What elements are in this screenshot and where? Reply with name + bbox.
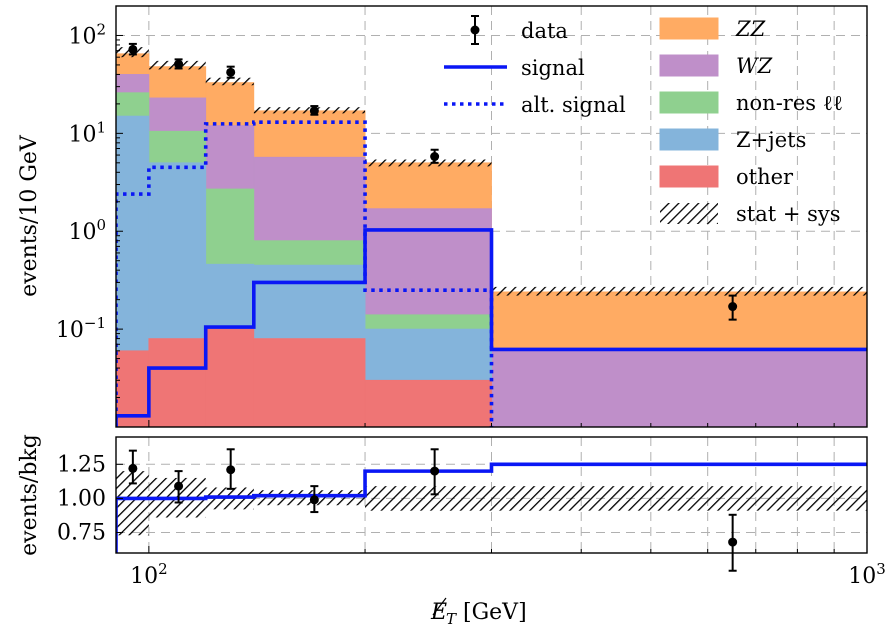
legend-data-marker (470, 25, 480, 35)
legend-label-signal: signal (521, 56, 585, 80)
legend-label-ZZ: ZZ (735, 17, 766, 41)
main-y-axis-label: events/10 GeV (17, 134, 42, 297)
x-tick-label: 102 (130, 560, 168, 589)
signal-line (116, 228, 867, 427)
ratio-data-point (728, 537, 738, 547)
legend-swatch-other (659, 165, 719, 188)
ratio-y-axis-label: events/bkg (17, 434, 42, 556)
data-point (309, 106, 319, 116)
stack-bar-other (148, 338, 207, 427)
legend-swatch-ZZ (659, 17, 719, 40)
legend-entry-nonres: non-res ℓℓ (659, 91, 843, 115)
legend-label-nonres: non-res ℓℓ (736, 91, 843, 115)
legend-swatch-zjets (659, 128, 719, 151)
x-axis-label: E T [GeV] (430, 597, 527, 628)
ratio-y-tick-label: 1.25 (57, 452, 106, 477)
legend-statsys-swatch (660, 203, 718, 224)
stat-sys-band-bin (365, 159, 492, 167)
main-y-tick-label: 100 (68, 216, 106, 245)
legend-entry-signal: signal (444, 56, 585, 80)
ratio-data-point (174, 481, 184, 491)
legend-swatch-nonres (659, 91, 719, 114)
legend-label-other: other (736, 165, 794, 189)
main-y-tick-label: 10−1 (56, 314, 106, 343)
ratio-band-bin (491, 486, 867, 511)
stat-sys-band-bin (205, 77, 254, 86)
data-point (226, 67, 236, 77)
ratio-data-points (128, 448, 738, 572)
main-axes: 102 101 100 10−1 (56, 5, 868, 428)
x-axis-label-sub: T (446, 610, 457, 628)
legend-entry-alt_signal: alt. signal (444, 93, 626, 117)
ratio-panel: 102 103 1.25 1.00 0.75 (57, 436, 886, 589)
data-point (430, 152, 440, 162)
ratio-band-bin (253, 490, 366, 506)
ratio-band-bin (365, 486, 492, 511)
signal-lines (116, 120, 867, 427)
main-stack (116, 53, 867, 427)
ratio-band (116, 471, 867, 536)
ratio-data-point (430, 466, 440, 476)
stack-bar-other (364, 379, 492, 427)
stat-sys-band-bin (253, 107, 366, 114)
main-y-tick-label: 102 (68, 20, 106, 49)
stat-sys-band-bin (491, 286, 867, 296)
data-point (128, 44, 138, 54)
ratio-y-tick-label: 1.00 (57, 486, 106, 511)
main-panel: data signal alt. signal ZZ WZ non-res ℓℓ Z+jet… (56, 5, 868, 428)
ratio-data-point (309, 495, 319, 505)
legend: data signal alt. signal ZZ WZ non-res ℓℓ Z+jet… (444, 15, 843, 226)
ratio-data-point (128, 463, 138, 473)
legend-entry-zjets: Z+jets (659, 128, 806, 152)
stack-bar-other (205, 328, 255, 427)
ratio-signal-line (116, 462, 867, 553)
legend-entry-other: other (659, 165, 794, 189)
legend-entry-statsys: stat + sys (660, 202, 841, 226)
legend-swatch-WZ (659, 54, 719, 77)
legend-entry-WZ: WZ (659, 54, 773, 78)
legend-label-WZ: WZ (736, 54, 773, 78)
data-point (728, 302, 738, 312)
legend-label-data: data (521, 19, 568, 43)
legend-entry-ZZ: ZZ (659, 17, 766, 41)
x-axis-label-unit: [GeV] (463, 600, 527, 625)
legend-label-statsys: stat + sys (736, 202, 841, 226)
data-point (174, 59, 184, 69)
ratio-axes: 102 103 1.25 1.00 0.75 (57, 452, 886, 589)
ratio-data-point (226, 465, 236, 475)
ratio-y-tick-label: 0.75 (57, 521, 106, 546)
data-points (128, 42, 738, 321)
stack-bar-wz (491, 349, 867, 427)
legend-label-zjets: Z+jets (736, 128, 806, 152)
main-y-tick-label: 101 (68, 118, 106, 147)
x-tick-label: 103 (848, 560, 886, 589)
legend-label-alt_signal: alt. signal (521, 93, 626, 117)
legend-entry-data: data (470, 15, 568, 45)
stack-bar-other (253, 338, 366, 427)
ratio-signal (116, 462, 867, 553)
x-axis-label-main: E (430, 600, 447, 625)
x-axis-label-slash (432, 597, 447, 616)
